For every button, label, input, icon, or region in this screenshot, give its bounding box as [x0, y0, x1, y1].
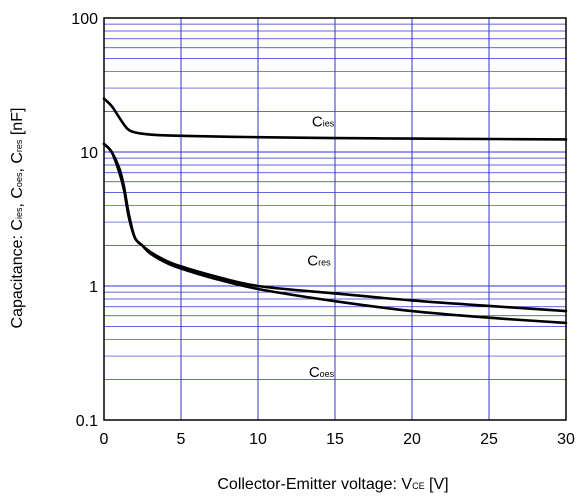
x-tick-label: 15	[326, 431, 344, 448]
x-tick-label: 10	[249, 431, 267, 448]
x-tick-label: 0	[100, 431, 109, 448]
plot-frame	[103, 17, 567, 421]
y-tick-label: 1	[89, 279, 98, 296]
x-tick-label: 25	[480, 431, 498, 448]
y-axis-label-main: Capacitance:	[9, 231, 26, 329]
x-tick-labels: 0 5 10 15 20 25 30	[100, 431, 575, 448]
x-tick-label: 30	[557, 431, 575, 448]
x-tick-label: 20	[403, 431, 421, 448]
series-layer	[102, 97, 568, 325]
series-line-coes	[102, 142, 568, 325]
y-tick-label: 10	[80, 145, 98, 162]
y-tick-label: 0.1	[76, 413, 98, 430]
x-axis-label: Collector-Emitter voltage: VCE [V]	[217, 476, 448, 493]
curve-label-cres: Cres	[307, 253, 331, 270]
major-grid	[103, 17, 567, 421]
series-line-cies	[102, 97, 568, 141]
x-axis-label-sub: CE	[412, 481, 425, 491]
curve-labels: Cies Cres Coes	[307, 113, 334, 380]
y-tick-labels: 0.1 1 10 100	[71, 11, 98, 430]
y-axis-label: Capacitance: Cies, Coes, Cres [nF]	[9, 108, 26, 329]
x-tick-label: 5	[177, 431, 186, 448]
x-axis-label-unit: [V]	[425, 476, 449, 493]
curve-label-cies: Cies	[312, 113, 335, 130]
x-axis-label-main: Collector-Emitter voltage: V	[217, 476, 412, 493]
y-tick-label: 100	[71, 11, 98, 28]
curve-label-coes: Coes	[309, 364, 335, 381]
